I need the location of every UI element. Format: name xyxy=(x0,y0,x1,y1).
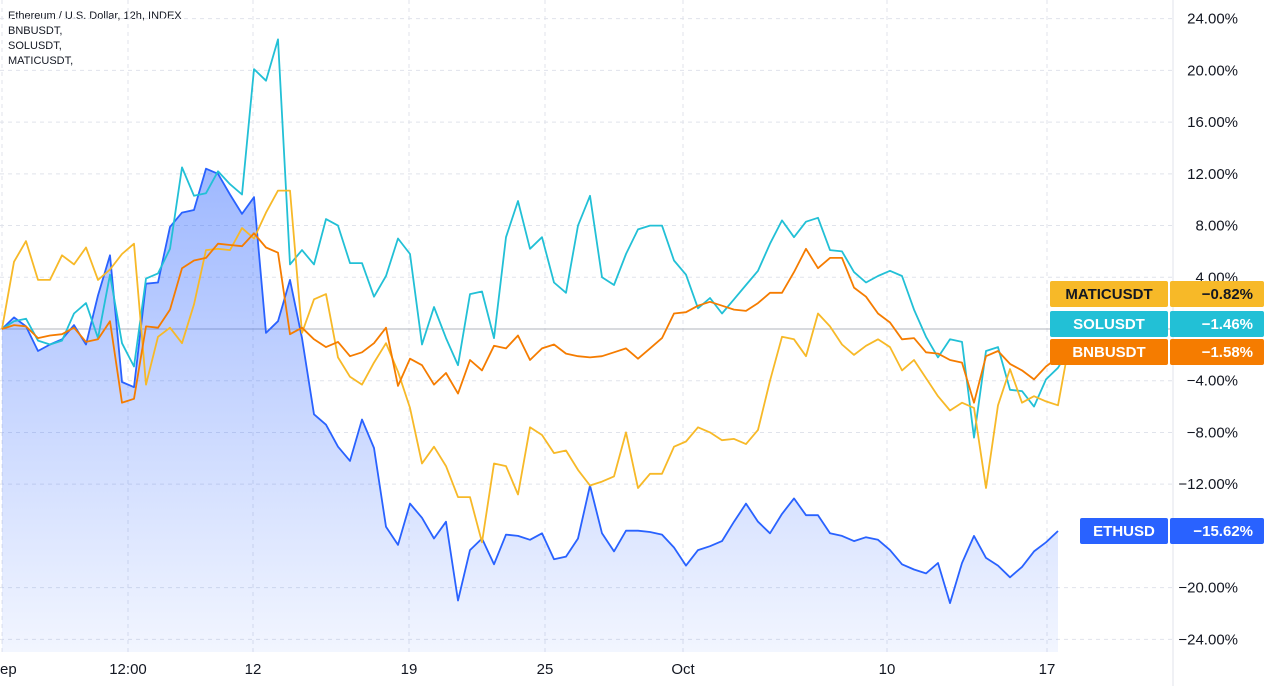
y-tick-label: −4.00% xyxy=(1187,373,1238,390)
ethusd-badge-value-bg xyxy=(1170,517,1264,544)
ethusd-badge-value: −15.62% xyxy=(1193,523,1253,540)
solusdt-badge: SOLUSDT −1.46% xyxy=(1050,311,1264,337)
solusdt-line[interactable] xyxy=(1,38,1071,439)
bnbusdt-badge-value-bg xyxy=(1170,339,1264,365)
bnbusdt-badge-name: BNBUSDT xyxy=(1072,344,1145,361)
maticusdt-line[interactable] xyxy=(1,189,1071,544)
ethusd-line[interactable] xyxy=(1,167,1059,604)
y-tick-label: 24.00% xyxy=(1187,11,1238,28)
y-axis-labels[interactable]: 24.00%20.00%16.00%12.00%8.00%4.00%−4.00%… xyxy=(1178,11,1238,649)
solusdt-badge-value: −1.46% xyxy=(1202,316,1253,333)
legend-compare-matic: MATICUSDT, xyxy=(8,55,74,67)
x-tick-label: Oct xyxy=(671,661,695,678)
solusdt-badge-value-bg xyxy=(1170,311,1264,337)
x-axis-labels: ep 12:00 12 19 25 Oct 10 17 xyxy=(0,661,1055,678)
maticusdt-badge-name: MATICUSDT xyxy=(1065,286,1152,303)
last-value-badges: ETHUSD −15.62% SOLUSDT −1.46% MATICUSDT −0.82… xyxy=(1050,281,1264,544)
x-tick-label: 10 xyxy=(879,661,896,678)
y-tick-label: −8.00% xyxy=(1187,424,1238,441)
maticusdt-badge-value: −0.82% xyxy=(1202,286,1253,303)
series-layer xyxy=(1,38,1071,652)
solusdt-badge-name-bg xyxy=(1050,311,1168,337)
y-tick-label: 20.00% xyxy=(1187,62,1238,79)
x-tick-label: 12 xyxy=(245,661,262,678)
maticusdt-badge-value-bg xyxy=(1170,281,1264,307)
y-tick-label: 12.00% xyxy=(1187,166,1238,183)
bnbusdt-badge: BNBUSDT −1.58% xyxy=(1050,339,1264,365)
y-tick-label: −24.00% xyxy=(1178,631,1238,648)
x-tick-label: 19 xyxy=(401,661,418,678)
bnbusdt-line[interactable] xyxy=(1,232,1071,404)
x-tick-label: 12:00 xyxy=(109,661,147,678)
legend-compare-sol: SOLUSDT, xyxy=(8,40,62,52)
x-tick-label: 17 xyxy=(1039,661,1056,678)
legend-compare-bnb: BNBUSDT, xyxy=(8,25,63,37)
ethusd-badge-name-bg xyxy=(1080,517,1168,544)
ethusd-badge-name: ETHUSD xyxy=(1093,523,1155,540)
x-tick-label: 25 xyxy=(537,661,554,678)
y-tick-label: 8.00% xyxy=(1195,218,1238,235)
x-tick-label: ep xyxy=(0,661,17,678)
ethusd-area xyxy=(2,168,1058,652)
y-tick-label: −20.00% xyxy=(1178,580,1238,597)
solusdt-badge-name: SOLUSDT xyxy=(1073,316,1145,333)
bnbusdt-badge-value: −1.58% xyxy=(1202,344,1253,361)
ethusd-badge: ETHUSD −15.62% xyxy=(1080,517,1264,544)
y-tick-label: 16.00% xyxy=(1187,114,1238,131)
maticusdt-badge: MATICUSDT −0.82% xyxy=(1050,281,1264,307)
y-tick-label: −12.00% xyxy=(1178,476,1238,493)
bnbusdt-badge-name-bg xyxy=(1050,339,1168,365)
maticusdt-badge-name-bg xyxy=(1050,281,1168,307)
